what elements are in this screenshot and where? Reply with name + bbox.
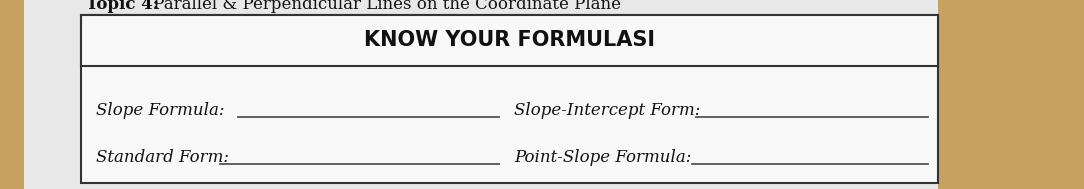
Text: Slope-Intercept Form:: Slope-Intercept Form: (515, 102, 701, 119)
Bar (24, 0, 938, 189)
Bar (81, 15, 938, 183)
Text: Standard Form:: Standard Form: (96, 149, 230, 166)
Bar (0, 0, 24, 189)
Text: Topic 4:: Topic 4: (87, 0, 159, 13)
Text: KNOW YOUR FORMULASI: KNOW YOUR FORMULASI (364, 30, 655, 50)
Bar (938, 0, 1084, 189)
Text: Slope Formula:: Slope Formula: (96, 102, 224, 119)
Text: Parallel & Perpendicular Lines on the Coordinate Plane: Parallel & Perpendicular Lines on the Co… (149, 0, 621, 13)
Bar (81, 15, 938, 66)
Text: Point-Slope Formula:: Point-Slope Formula: (515, 149, 692, 166)
